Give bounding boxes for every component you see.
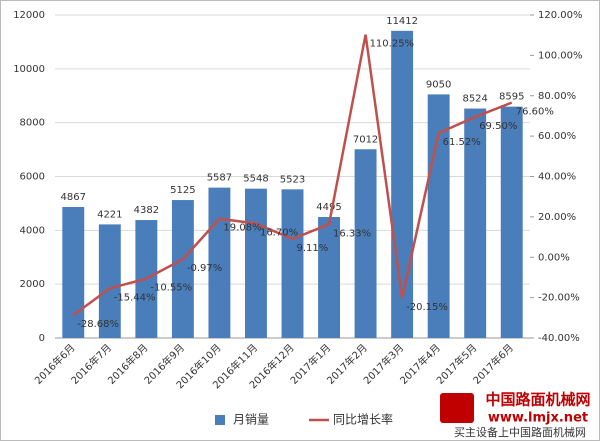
y-tick-label: 10000 <box>13 64 45 75</box>
line-label: -28.68% <box>77 319 119 330</box>
bar-label: 5523 <box>280 174 305 185</box>
y-tick-label: 2000 <box>20 279 45 290</box>
bar-label: 11412 <box>386 16 418 27</box>
line-label: 110.25% <box>370 39 415 50</box>
y2-tick-label: -20.00% <box>538 293 580 304</box>
bar <box>281 189 304 338</box>
watermark-logo <box>440 393 474 423</box>
bar-label: 8524 <box>462 94 487 105</box>
line-label: 19.08% <box>223 223 261 234</box>
bar-label: 5548 <box>243 174 268 185</box>
line-label: -10.55% <box>150 283 192 294</box>
y2-tick-label: 120.00% <box>538 10 583 21</box>
watermark-name: 中国路面机械网 <box>485 391 590 409</box>
line-label: -15.44% <box>114 292 156 303</box>
line-label: 76.60% <box>516 107 554 118</box>
line-label: 16.70% <box>260 228 298 239</box>
legend-label: 月销量 <box>233 413 269 427</box>
legend-label: 同比增长率 <box>333 412 393 427</box>
bar-label: 7012 <box>353 134 378 145</box>
line-label: -0.97% <box>187 263 222 274</box>
bar-label: 9050 <box>426 79 451 90</box>
y-tick-label: 12000 <box>13 10 45 21</box>
line-label: -20.15% <box>406 302 448 313</box>
bar-label: 4382 <box>134 205 159 216</box>
line-label: 16.33% <box>333 228 371 239</box>
bar <box>171 200 194 338</box>
line-label: 69.50% <box>479 121 517 132</box>
bar-label: 5125 <box>170 185 195 196</box>
bar-label: 4495 <box>316 202 341 213</box>
bar <box>464 108 487 338</box>
watermark-slogan: 买主设备上中国路面机械网 <box>454 425 586 439</box>
bar-label: 4221 <box>97 209 122 220</box>
y2-tick-label: 100.00% <box>538 50 583 61</box>
bar <box>62 206 85 338</box>
y-tick-label: 4000 <box>20 225 45 236</box>
bar <box>500 106 523 339</box>
bar-label: 5587 <box>207 173 232 184</box>
line-label: 9.11% <box>297 243 329 254</box>
bar <box>318 217 340 338</box>
y-tick-label: 6000 <box>20 172 45 183</box>
bar <box>245 188 267 338</box>
y2-tick-label: 60.00% <box>538 131 576 142</box>
line-label: 61.52% <box>443 137 481 148</box>
legend-swatch <box>215 415 225 425</box>
y2-tick-label: 80.00% <box>538 91 576 102</box>
y2-tick-label: 40.00% <box>538 172 576 183</box>
bar <box>98 224 121 338</box>
bar <box>354 149 377 338</box>
y-tick-label: 0 <box>39 333 45 344</box>
bar-label: 4867 <box>61 192 86 203</box>
y2-tick-label: -40.00% <box>538 333 580 344</box>
bar-label: 8595 <box>499 92 524 103</box>
y-tick-label: 8000 <box>20 118 45 129</box>
y2-tick-label: 20.00% <box>538 212 576 223</box>
y2-tick-label: 0.00% <box>538 252 570 263</box>
watermark-url: www.lmjx.net <box>488 411 588 426</box>
line <box>72 34 513 317</box>
